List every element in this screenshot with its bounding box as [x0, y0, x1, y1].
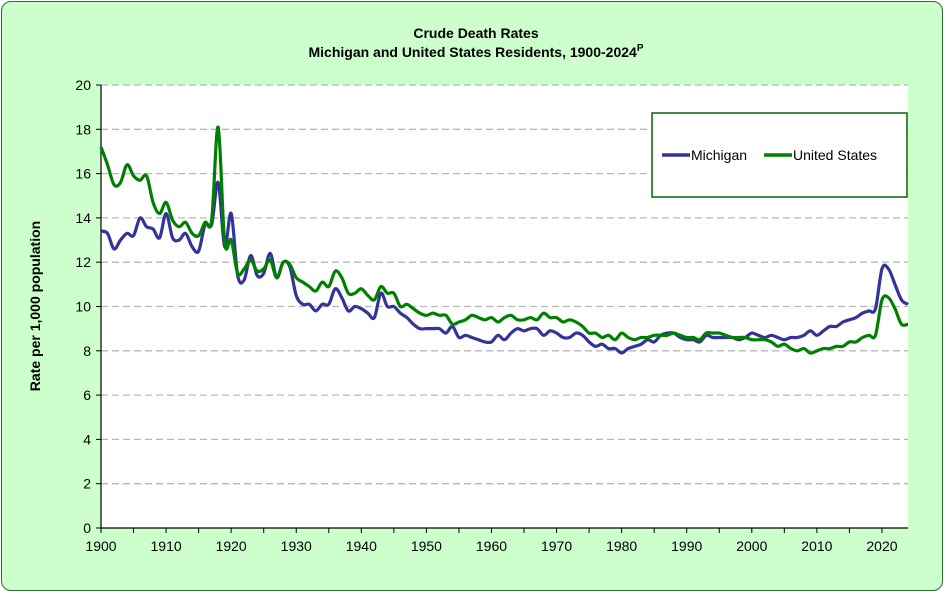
x-tick-label: 1960	[476, 538, 507, 554]
chart-subtitle: Michigan and United States Residents, 19…	[308, 43, 643, 60]
y-tick-label: 4	[83, 431, 91, 447]
x-tick-label: 1910	[151, 538, 182, 554]
x-tick-label: 2020	[866, 538, 897, 554]
x-tick-label: 2000	[736, 538, 767, 554]
y-tick-label: 8	[83, 343, 91, 359]
y-tick-label: 20	[75, 77, 91, 93]
legend: Michigan United States	[651, 112, 908, 198]
y-axis-label: Rate per 1,000 population	[27, 221, 43, 391]
y-tick-label: 14	[75, 210, 91, 226]
y-tick-label: 10	[75, 299, 91, 315]
x-tick-label: 1900	[85, 538, 116, 554]
x-tick-label: 1970	[541, 538, 572, 554]
y-tick-label: 0	[83, 520, 91, 536]
y-tick-label: 18	[75, 121, 91, 137]
chart-title: Crude Death Rates	[413, 25, 538, 41]
legend-label-united-states: United States	[793, 147, 877, 163]
x-tick-label: 1920	[216, 538, 247, 554]
y-tick-label: 2	[83, 476, 91, 492]
x-tick-label: 1990	[671, 538, 702, 554]
chart-subtitle-text: Michigan and United States Residents, 19…	[308, 44, 637, 60]
x-tick-label: 1950	[411, 538, 442, 554]
x-tick-label: 1930	[281, 538, 312, 554]
x-tick-label: 1980	[606, 538, 637, 554]
y-tick-label: 6	[83, 387, 91, 403]
y-tick-label: 16	[75, 166, 91, 182]
series-line-united-states	[99, 125, 909, 355]
x-tick-label: 2010	[801, 538, 832, 554]
legend-label-michigan: Michigan	[691, 147, 747, 163]
x-tick-label: 1940	[346, 538, 377, 554]
subtitle-superscript: P	[637, 43, 644, 54]
series-line-michigan	[100, 180, 909, 355]
y-tick-label: 12	[75, 254, 91, 270]
